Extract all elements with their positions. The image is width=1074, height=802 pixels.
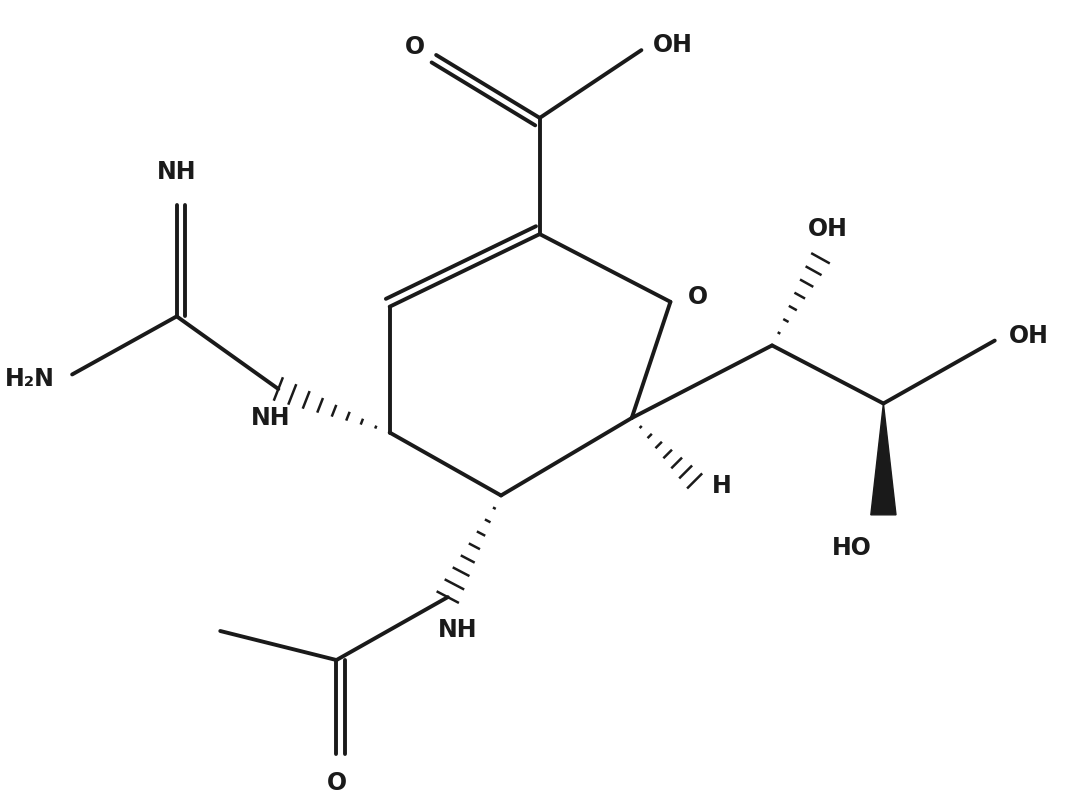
Text: HO: HO [832, 536, 872, 560]
Text: OH: OH [653, 34, 693, 57]
Text: O: O [405, 35, 424, 59]
Text: O: O [326, 772, 347, 796]
Text: OH: OH [809, 217, 848, 241]
Text: NH: NH [157, 160, 197, 184]
Text: H: H [712, 474, 731, 498]
Text: OH: OH [1010, 324, 1049, 348]
Text: NH: NH [251, 407, 290, 431]
Text: H₂N: H₂N [5, 367, 55, 391]
Text: O: O [687, 285, 708, 309]
Polygon shape [871, 403, 896, 515]
Text: NH: NH [438, 618, 477, 642]
